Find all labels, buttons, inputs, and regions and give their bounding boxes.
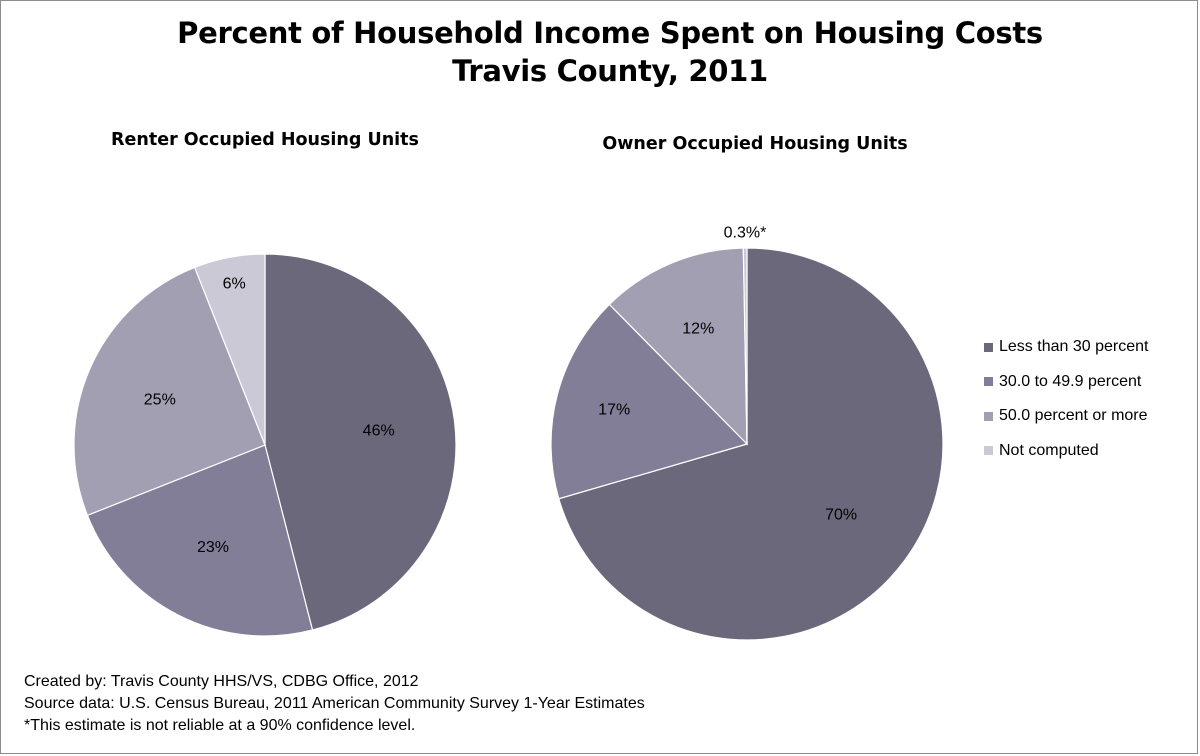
footer-notes: Created by: Travis County HHS/VS, CDBG O…	[24, 671, 645, 737]
owner-slice-1	[550, 303, 749, 500]
renter-data-label-3: 6%	[223, 276, 246, 293]
renter-slice-0	[264, 253, 457, 631]
footer-created-by: Created by: Travis County HHS/VS, CDBG O…	[24, 673, 419, 690]
owner-data-label-1: 17%	[598, 401, 630, 418]
legend-label: 50.0 percent or more	[999, 407, 1148, 424]
renter-data-label-2: 25%	[144, 392, 176, 409]
renter-pie-title: Renter Occupied Housing Units	[111, 130, 419, 150]
legend-label: Not computed	[999, 441, 1099, 459]
legend-label: Less than 30 percent	[999, 338, 1149, 355]
owner-data-label-3: 0.3%*	[724, 224, 767, 241]
legend-swatch	[984, 411, 993, 421]
owner-slice-0	[558, 247, 944, 641]
renter-data-label-1: 23%	[197, 539, 229, 556]
chart-title-line1: Percent of Household Income Spent on Hou…	[177, 16, 1043, 50]
legend: Less than 30 percent 30.0 to 49.9 percen…	[984, 336, 1148, 474]
owner-pie-title: Owner Occupied Housing Units	[602, 134, 908, 154]
legend-swatch	[984, 377, 993, 386]
renter-data-label-0: 46%	[363, 423, 395, 440]
owner-data-label-2: 12%	[682, 320, 714, 337]
legend-swatch	[984, 446, 993, 455]
legend-item: 50.0 percent or more	[984, 405, 1148, 427]
legend-swatch	[984, 342, 993, 352]
owner-slice-2	[608, 247, 748, 446]
legend-item: Not computed	[984, 440, 1148, 462]
legend-label: 30.0 to 49.9 percent	[999, 372, 1142, 390]
chart-title-line2: Travis County, 2011	[452, 54, 768, 88]
renter-slice-1	[86, 444, 314, 637]
owner-slice-3	[742, 247, 748, 445]
renter-slice-3	[193, 253, 266, 446]
renter-slice-2	[73, 266, 266, 517]
legend-item: Less than 30 percent	[984, 336, 1148, 358]
chart-title: Percent of Household Income Spent on Hou…	[0, 14, 1200, 90]
owner-data-label-0: 70%	[825, 507, 857, 524]
legend-item: 30.0 to 49.9 percent	[984, 371, 1148, 393]
footer-note: *This estimate is not reliable at a 90% …	[24, 717, 416, 734]
footer-source: Source data: U.S. Census Bureau, 2011 Am…	[24, 695, 645, 712]
